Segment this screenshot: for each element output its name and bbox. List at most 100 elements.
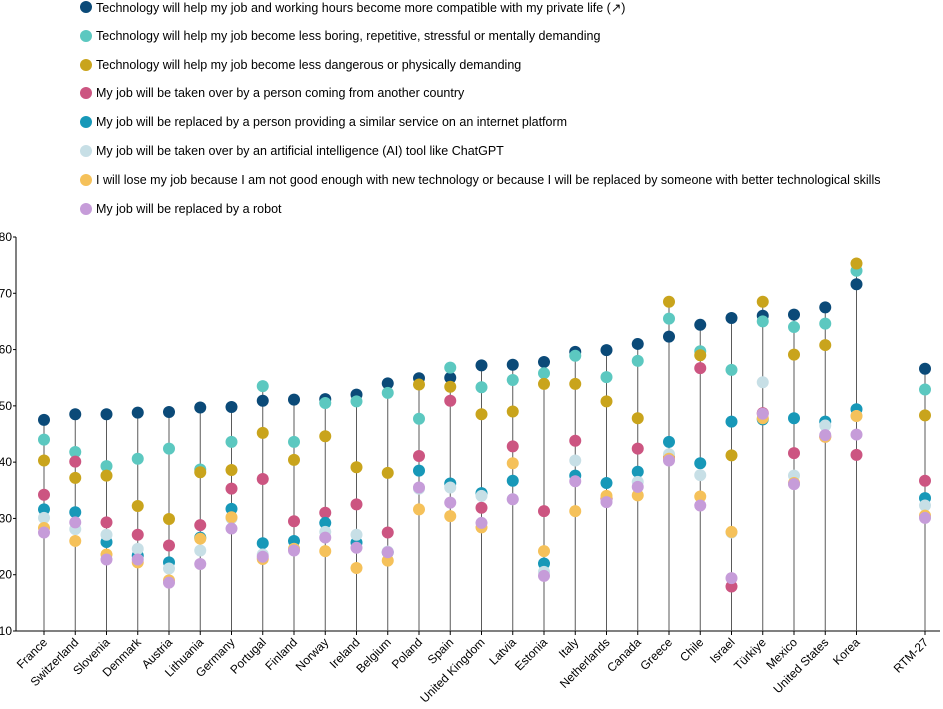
data-point: [475, 408, 488, 421]
data-point: [256, 473, 269, 486]
data-point: [725, 415, 738, 428]
data-point: [569, 434, 582, 447]
data-point: [225, 435, 238, 448]
legend-marker: [80, 1, 92, 13]
data-point: [131, 553, 144, 566]
data-point: [725, 449, 738, 462]
legend-marker: [80, 87, 92, 100]
data-point: [131, 542, 144, 555]
data-point: [38, 413, 50, 426]
data-point: [350, 395, 363, 408]
data-point: [288, 435, 300, 448]
x-tick-label: Chile: [677, 635, 706, 664]
data-point: [569, 505, 582, 518]
data-point: [131, 452, 144, 465]
data-point: [475, 359, 488, 372]
x-tick-label: Norway: [293, 635, 332, 674]
data-point: [475, 381, 488, 394]
data-point: [69, 534, 82, 547]
legend-item: My job will be taken over by an artifici…: [80, 142, 504, 160]
x-tick-label: Poland: [389, 635, 425, 671]
data-point: [475, 489, 488, 502]
legend-marker: [80, 58, 92, 71]
legend-marker: [80, 173, 92, 186]
data-point: [506, 474, 519, 487]
data-point: [694, 457, 707, 470]
data-point: [788, 308, 800, 321]
data-point: [256, 550, 269, 563]
data-point: [194, 544, 207, 557]
data-point: [100, 408, 113, 421]
data-point: [694, 318, 707, 331]
data-point: [288, 453, 300, 466]
data-point: [225, 522, 238, 535]
data-point: [725, 312, 738, 325]
data-point: [631, 480, 644, 493]
data-point: [725, 572, 738, 585]
data-point: [163, 406, 175, 419]
data-point: [100, 528, 113, 541]
data-point: [506, 373, 519, 386]
data-point: [756, 407, 769, 420]
data-point: [38, 526, 50, 539]
legend-item: Technology will help my job become less …: [80, 56, 521, 74]
data-point: [788, 348, 800, 361]
data-point: [38, 454, 50, 467]
data-point: [850, 278, 863, 291]
x-tick-label: Belgium: [353, 635, 394, 676]
data-point: [631, 412, 644, 425]
data-point: [600, 476, 613, 489]
data-point: [131, 406, 144, 419]
data-point: [919, 474, 931, 487]
legend-label: My job will be taken over by an artifici…: [96, 144, 504, 158]
data-point: [413, 378, 425, 391]
data-point: [694, 349, 707, 362]
legend-label: I will lose my job because I am not good…: [96, 172, 881, 187]
data-point: [225, 400, 238, 413]
data-point: [475, 516, 488, 529]
data-point: [319, 516, 332, 529]
data-point: [163, 562, 175, 575]
legend-item: My job will be replaced by a robot: [80, 200, 282, 218]
data-point: [663, 435, 675, 448]
y-tick-label: 10: [0, 624, 12, 638]
legend-item: My job will be replaced by a person prov…: [80, 113, 567, 131]
data-point: [663, 454, 675, 467]
data-point: [69, 408, 82, 421]
data-point: [694, 362, 707, 375]
data-point: [444, 481, 457, 494]
x-tick-label: Korea: [830, 635, 863, 668]
data-point: [725, 580, 738, 593]
data-point: [631, 354, 644, 367]
data-point: [381, 386, 394, 399]
data-point: [538, 557, 550, 570]
data-point: [819, 339, 832, 352]
data-point: [163, 512, 175, 525]
data-point: [194, 466, 207, 479]
data-point: [100, 516, 113, 529]
data-point: [163, 442, 175, 455]
y-tick-label: 70: [0, 286, 12, 300]
data-point: [350, 461, 363, 474]
data-point: [413, 503, 425, 516]
data-point: [663, 330, 675, 343]
data-point: [663, 312, 675, 325]
data-point: [413, 464, 425, 477]
y-tick-label: 50: [0, 399, 12, 413]
data-point: [69, 516, 82, 529]
data-point: [850, 428, 863, 441]
x-tick-label: Greece: [637, 635, 675, 673]
data-point: [38, 488, 50, 501]
data-point: [819, 317, 832, 330]
legend-item: Technology will help my job and working …: [80, 0, 625, 16]
data-point: [38, 433, 50, 446]
data-point: [381, 546, 394, 559]
data-point: [256, 426, 269, 439]
data-point: [69, 506, 82, 519]
data-point: [319, 545, 332, 558]
data-point: [538, 569, 550, 582]
data-point: [569, 349, 582, 362]
x-tick-label: Italy: [556, 635, 581, 660]
data-point: [788, 412, 800, 425]
data-point: [100, 553, 113, 566]
